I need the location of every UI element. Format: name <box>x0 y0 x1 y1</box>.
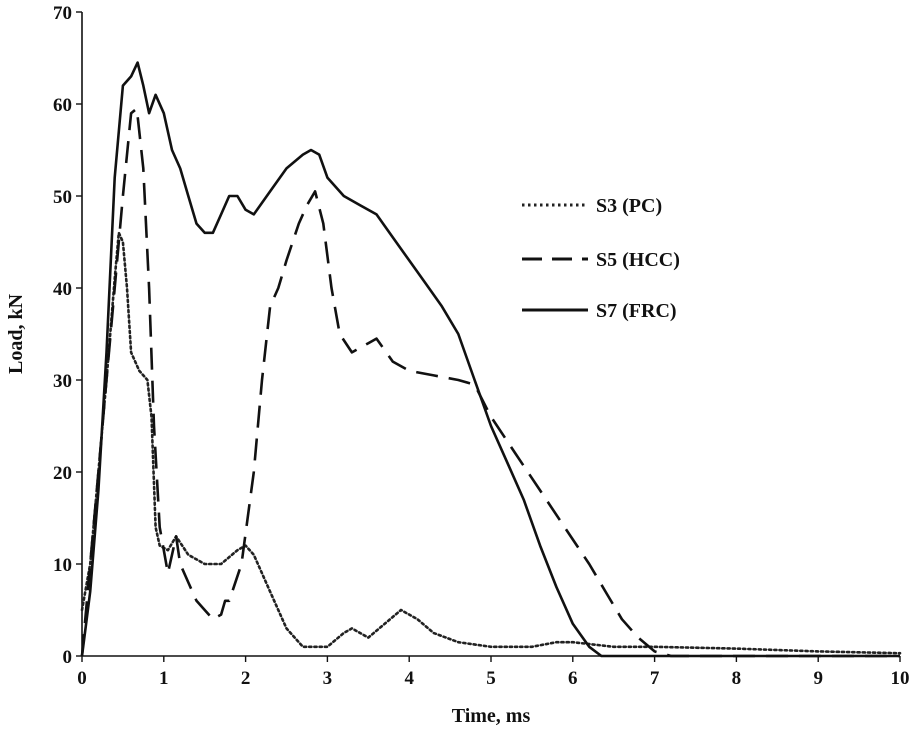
x-tick-label: 6 <box>568 668 578 689</box>
x-tick-label: 5 <box>486 668 496 689</box>
x-tick-label: 1 <box>159 668 169 689</box>
y-tick-label: 40 <box>53 279 72 300</box>
y-tick-label: 0 <box>63 647 73 668</box>
x-tick-label: 10 <box>891 668 910 689</box>
y-axis-title: Load, kN <box>5 293 27 374</box>
x-tick-label: 4 <box>404 668 414 689</box>
y-tick-label: 20 <box>53 463 72 484</box>
y-tick-label: 10 <box>53 555 72 576</box>
legend-label: S3 (PC) <box>596 195 662 217</box>
legend-label: S7 (FRC) <box>596 300 677 322</box>
x-axis-title: Time, ms <box>452 705 531 727</box>
x-tick-label: 0 <box>77 668 87 689</box>
legend: S3 (PC) S5 (HCC) S7 (FRC) <box>522 195 680 322</box>
y-tick-label: 60 <box>53 95 72 116</box>
x-tick-label: 8 <box>732 668 742 689</box>
y-tick-label: 70 <box>53 3 72 24</box>
y-tick-label: 30 <box>53 371 72 392</box>
y-tick-label: 50 <box>53 187 72 208</box>
series-layer <box>80 61 902 658</box>
x-tick-label: 2 <box>241 668 251 689</box>
x-tick-label: 3 <box>323 668 333 689</box>
series-line-2 <box>80 107 900 658</box>
legend-label: S5 (HCC) <box>596 249 680 271</box>
series-line-1 <box>80 231 902 655</box>
x-tick-label: 7 <box>650 668 660 689</box>
x-tick-label: 9 <box>813 668 823 689</box>
series-line-3 <box>80 61 900 658</box>
axes: 0 10 20 30 40 50 60 70 0 1 2 3 4 5 6 7 8 9 10 <box>53 3 910 689</box>
